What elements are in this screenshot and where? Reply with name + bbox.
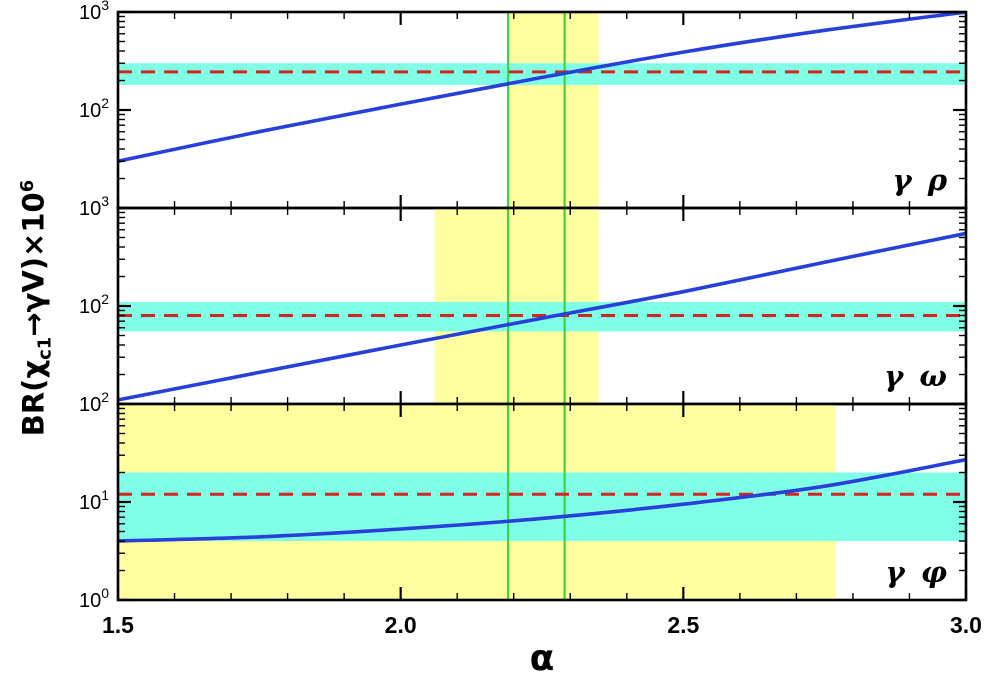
panel-label-gamma-phi: γ φ xyxy=(885,555,950,589)
y-axis-title-subscript: c1 xyxy=(34,336,56,360)
y-tick-label: 100 xyxy=(79,585,109,612)
blue-curve xyxy=(118,457,966,543)
x-axis-title: α xyxy=(529,638,555,679)
panel-2: 102 101 100 xyxy=(79,389,968,612)
yellow-band xyxy=(508,12,599,208)
y-axis-title-prefix: BR(χ xyxy=(16,359,51,437)
y-axis-title-mid: →γV)×10 xyxy=(16,192,51,337)
y-tick-label: 102 xyxy=(79,389,109,416)
x-tick-label: 3.0 xyxy=(950,612,982,638)
x-tick-label: 1.5 xyxy=(102,612,134,638)
y-tick-label: 103 xyxy=(79,193,109,220)
y-axis-title: BR(χc1→γV)×106 xyxy=(8,28,56,588)
y-tick-label: 101 xyxy=(79,487,109,514)
blue-curve xyxy=(118,231,966,402)
blue-curve xyxy=(118,12,966,163)
y-tick-label: 102 xyxy=(79,291,109,318)
y-tick-label: 102 xyxy=(79,95,109,122)
x-tick-label: 2.5 xyxy=(667,612,699,638)
cyan-band xyxy=(118,472,966,541)
panel-label-gamma-omega: γ ω xyxy=(884,359,950,393)
panel-frame xyxy=(116,402,968,602)
y-tick-label: 103 xyxy=(79,0,109,24)
panel-0: 103 102 xyxy=(79,0,968,210)
x-tick-label: 2.0 xyxy=(385,612,417,638)
cyan-band xyxy=(118,63,966,85)
panel-1: 103 102 xyxy=(79,193,968,406)
panel-label-gamma-rho: γ ρ xyxy=(892,163,950,197)
y-axis-title-superscript: 6 xyxy=(17,179,38,193)
